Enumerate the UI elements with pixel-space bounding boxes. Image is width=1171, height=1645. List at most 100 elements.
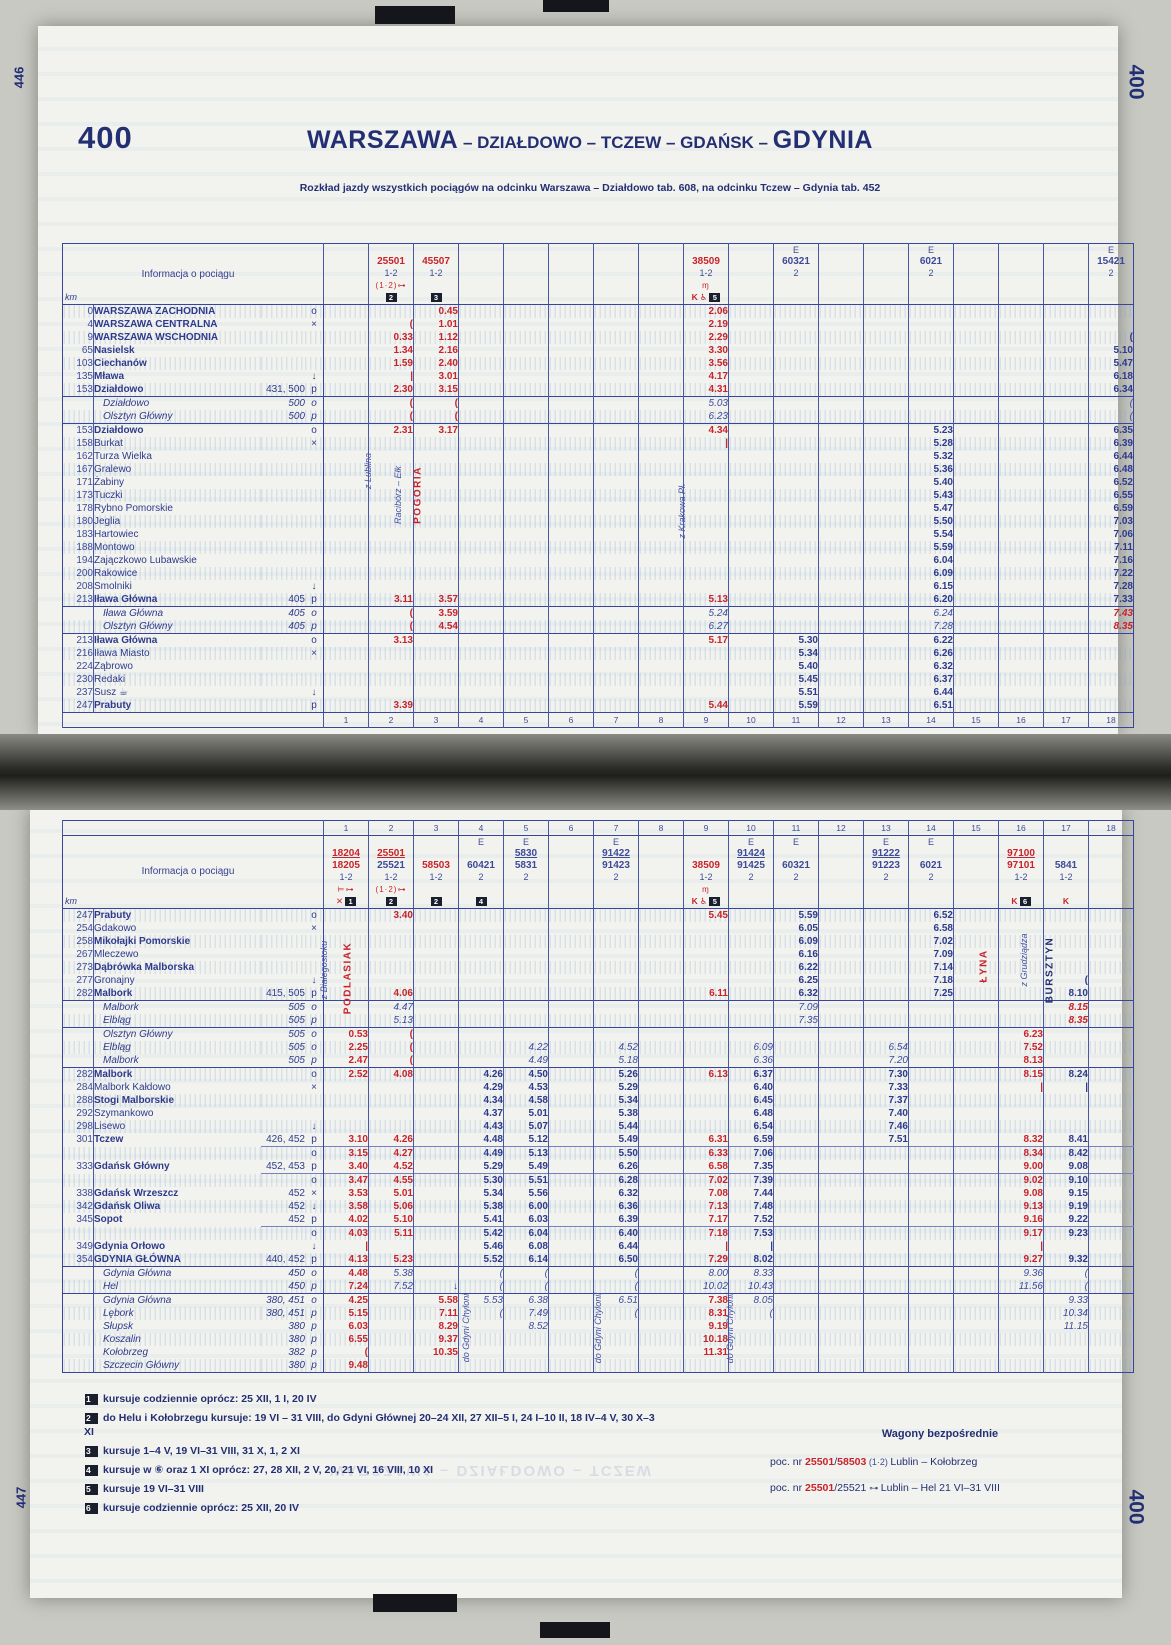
time-cell (1043, 489, 1089, 502)
time-cell (503, 908, 549, 922)
route-table-cell: 452 (261, 1200, 305, 1213)
time-cell (593, 331, 639, 344)
time-cell (548, 948, 594, 961)
time-cell (818, 633, 864, 647)
time-cell: 6.51 (593, 1293, 639, 1307)
time-cell (638, 1226, 684, 1240)
column-number: 18 (1088, 712, 1134, 728)
time-cell (548, 647, 594, 660)
time-cell: ( (368, 1054, 414, 1068)
time-cell (998, 974, 1044, 987)
time-cell: 7.20 (863, 1054, 909, 1068)
time-value: 10.02 (702, 1281, 728, 1292)
time-value: | (725, 1241, 728, 1252)
km-cell: 230 (62, 673, 94, 686)
time-cell: 5.59 (773, 908, 819, 922)
time-value: 5.51 (798, 687, 818, 698)
time-cell: 7.17 (683, 1213, 729, 1227)
time-cell (413, 1041, 459, 1054)
seat-icon: ⊶ (397, 281, 407, 290)
footnote-badges: K ♿ 5 (684, 895, 728, 908)
column-numbers-lead (62, 712, 324, 728)
time-cell (1043, 1107, 1089, 1120)
time-cell (638, 699, 684, 713)
time-cell: 2.19 (683, 318, 729, 331)
time-cell (503, 660, 549, 673)
footnote-5-badge: 5 (709, 293, 721, 302)
time-cell (818, 1213, 864, 1227)
time-cell (548, 1081, 594, 1094)
k-marker: K (1062, 896, 1070, 906)
time-cell (593, 396, 639, 410)
footnote-text: kursuje codziennie oprócz: 25 XII, 20 IV (103, 1502, 300, 1514)
time-cell (323, 1014, 369, 1028)
route-table-cell: 452 (288, 1214, 305, 1225)
time-value: 4.29 (483, 1082, 503, 1093)
footnote-badges (774, 895, 818, 908)
time-cell (413, 541, 459, 554)
time-cell (368, 304, 414, 318)
time-cell (953, 1307, 999, 1320)
train-info-label: Informacja o pociągu (141, 865, 235, 877)
time-cell (413, 450, 459, 463)
time-cell: 5.45 (683, 908, 729, 922)
km-cell: 173 (62, 489, 94, 502)
time-cell (863, 1146, 909, 1160)
time-cell: 3.40 (323, 1160, 369, 1174)
time-value: 5.13 (708, 594, 728, 605)
km-cell: 208 (62, 580, 94, 593)
time-cell: 5.07 (503, 1120, 549, 1133)
column-number: 1 (323, 712, 369, 728)
time-cell (638, 606, 684, 620)
time-cell (728, 922, 774, 935)
time-cell (413, 1146, 459, 1160)
km-cell: 338 (62, 1187, 94, 1200)
time-value: 8.34 (1023, 1148, 1043, 1159)
time-cell (953, 1200, 999, 1213)
km-cell (62, 1333, 94, 1346)
time-cell (323, 554, 369, 567)
service-icons (999, 883, 1043, 895)
time-cell (548, 673, 594, 686)
time-cell (953, 686, 999, 699)
time-cell (323, 528, 369, 541)
time-cell (503, 318, 549, 331)
time-cell (503, 647, 549, 660)
time-cell: 4.54 (413, 620, 459, 634)
service-icons (594, 279, 638, 291)
time-value: 4.34 (483, 1095, 503, 1106)
time-cell (1088, 1054, 1134, 1068)
train-number (639, 255, 683, 267)
time-value: 6.44 (933, 687, 953, 698)
time-value: 7.48 (753, 1201, 773, 1212)
time-cell (638, 318, 684, 331)
km-cell: 103 (62, 357, 94, 370)
time-cell: ( (368, 396, 414, 410)
electric-marker (504, 244, 548, 255)
time-cell (458, 1333, 504, 1346)
time-cell (818, 567, 864, 580)
time-cell (953, 961, 999, 974)
time-cell: 7.02 (683, 1173, 729, 1187)
time-cell: 5.06 (368, 1200, 414, 1213)
time-cell (998, 686, 1044, 699)
service-icons: ⊨⊶ (324, 883, 368, 895)
time-value: 8.02 (753, 1254, 773, 1265)
time-value: 6.26 (933, 648, 953, 659)
time-value: 6.08 (528, 1241, 548, 1252)
time-cell (548, 935, 594, 948)
car-class (864, 267, 908, 279)
time-cell (413, 1173, 459, 1187)
time-cell (413, 908, 459, 922)
station-row: 230 Redaki 5.45 6.37 (62, 673, 1134, 686)
route-table-cell (261, 1120, 305, 1133)
time-cell (458, 606, 504, 620)
time-cell (1043, 1240, 1089, 1253)
time-cell (548, 1107, 594, 1120)
time-cell (1043, 357, 1089, 370)
route-table-cell (261, 1081, 305, 1094)
time-cell (863, 318, 909, 331)
time-cell (728, 515, 774, 528)
time-value: 0.45 (438, 306, 458, 317)
